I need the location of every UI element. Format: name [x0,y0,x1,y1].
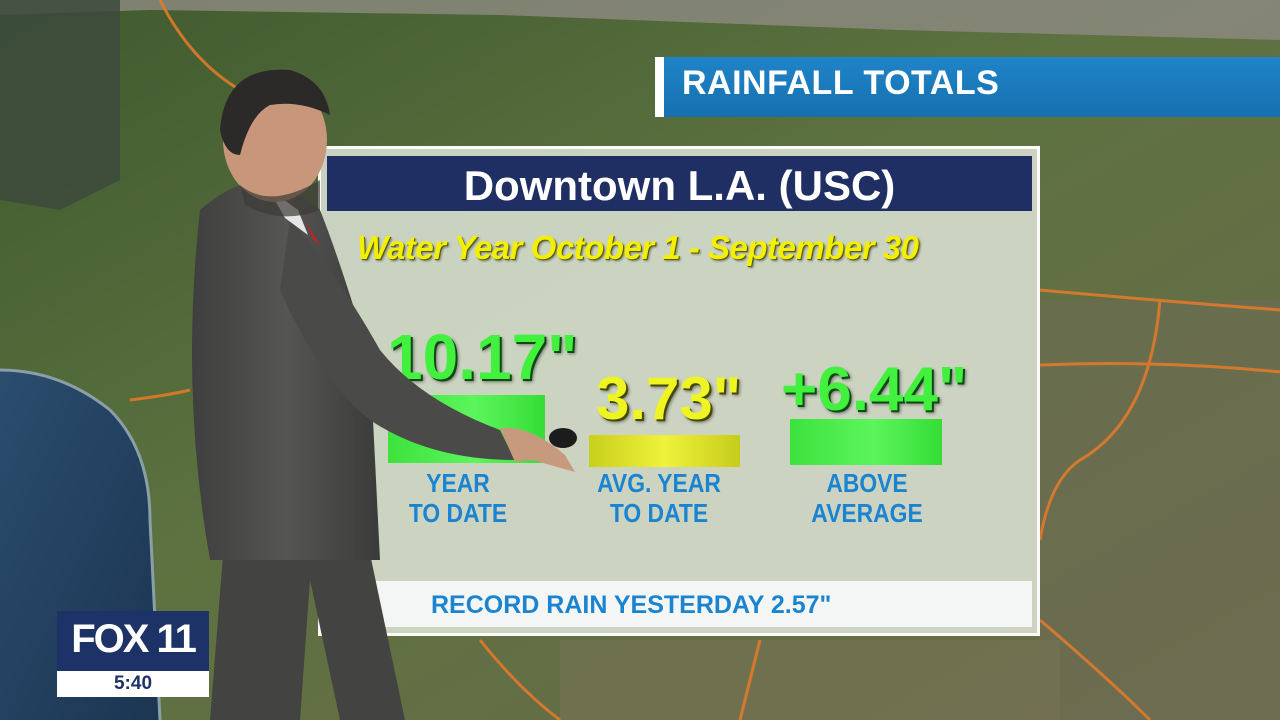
logo-brand-box: FOX 11 [57,611,209,671]
avg-year-to-date-label: AVG. YEAR TO DATE [597,468,721,528]
logo-clock-box: 5:40 [57,671,209,697]
record-rain-text: RECORD RAIN YESTERDAY 2.57" [431,591,832,619]
year-to-date-value: 10.17" [387,321,578,393]
title-text: RAINFALL TOTALS [682,64,1000,102]
rainfall-panel: Downtown L.A. (USC) Water Year October 1… [318,146,1040,636]
station-logo: FOX 11 5:40 [57,611,209,697]
avg-year-to-date-bar [589,435,740,467]
title-bar: RAINFALL TOTALS [655,57,1280,117]
above-average-label: ABOVE AVERAGE [811,468,923,528]
logo-brand-text: FOX 11 [71,617,197,661]
location-title: Downtown L.A. (USC) [463,162,896,209]
avg-year-to-date-value: 3.73" [596,365,742,432]
above-average-value: +6.44" [781,355,968,424]
panel-header: Downtown L.A. (USC) [327,156,1032,211]
clock-time: 5:40 [113,673,153,694]
water-year-subtitle: Water Year October 1 - September 30 [357,229,919,266]
presenter-figure [192,69,577,720]
year-to-date-label: YEAR TO DATE [408,468,508,528]
above-average-bar [790,419,942,465]
record-rain-bar: RECORD RAIN YESTERDAY 2.57" [327,581,1032,627]
